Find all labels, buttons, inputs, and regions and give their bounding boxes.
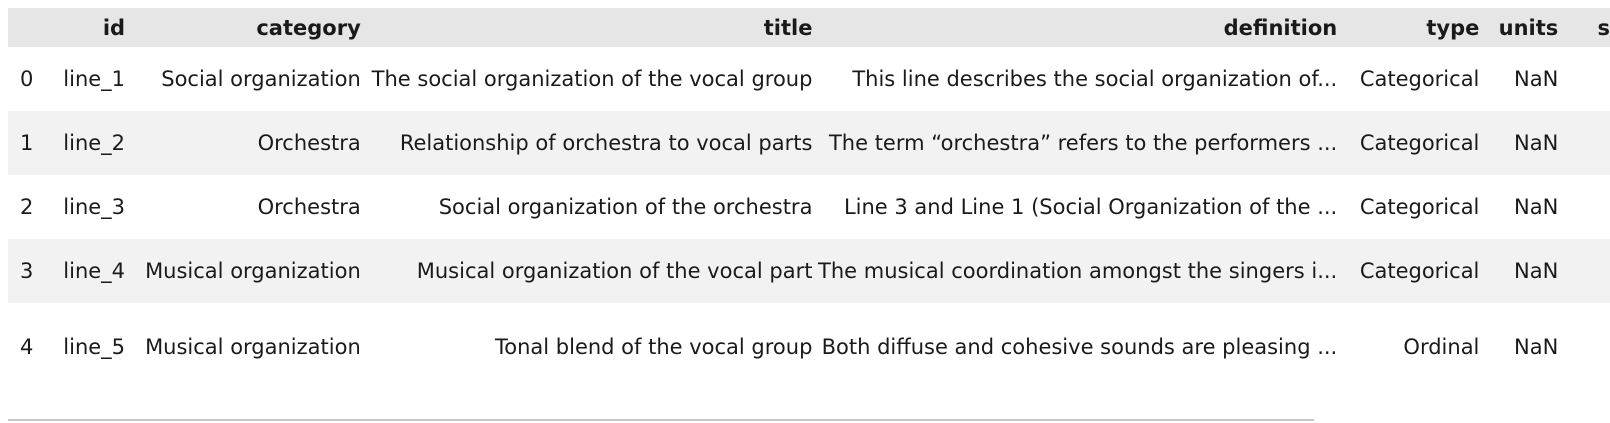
cell-title: Relationship of orchestra to vocal parts [399,131,813,155]
cell-category: Orchestra [257,195,361,219]
cell-title: Tonal blend of the vocal group [494,335,813,359]
cell-truncated [1558,239,1610,303]
cell-units: NaN [1514,335,1559,359]
cell-definition: Both diffuse and cohesive sounds are ple… [821,335,1338,359]
table-row: 1 line_2 Orchestra Relationship of orche… [8,111,1610,175]
cell-id: line_1 [63,67,126,91]
cell-definition: Line 3 and Line 1 (Social Organization o… [843,195,1338,219]
cell-id: line_4 [63,259,126,283]
scrollbar-thumb[interactable] [8,419,1314,421]
table-row: 0 line_1 Social organization The social … [8,47,1610,111]
row-index: 3 [20,259,34,283]
dataframe-table: id category title definition type units … [8,8,1610,391]
cell-title: Social organization of the orchestra [438,195,813,219]
table-row: 4 line_5 Musical organization Tonal blen… [8,303,1610,391]
horizontal-scrollbar[interactable] [0,419,1610,423]
column-header-id: id [102,15,126,40]
column-header-title: title [763,15,813,40]
row-index: 1 [20,131,34,155]
cell-definition: This line describes the social organizat… [852,67,1338,91]
row-index: 2 [20,195,34,219]
cell-title: The social organization of the vocal gro… [371,67,813,91]
cell-truncated [1558,303,1610,391]
cell-definition: The term “orchestra” refers to the perfo… [828,131,1338,155]
cell-id: line_5 [63,335,126,359]
column-header-truncated: s [1597,15,1610,40]
cell-title: Musical organization of the vocal part [416,259,813,283]
cell-type: Categorical [1359,259,1480,283]
cell-definition: The musical coordination amongst the sin… [818,259,1338,283]
table-row: 2 line_3 Orchestra Social organization o… [8,175,1610,239]
cell-category: Musical organization [145,335,361,359]
cell-units: NaN [1514,259,1559,283]
table-row: 3 line_4 Musical organization Musical or… [8,239,1610,303]
cell-type: Categorical [1359,195,1480,219]
index-header [8,8,33,47]
header-row: id category title definition type units … [8,8,1610,47]
column-header-type: type [1426,15,1480,40]
row-index: 4 [20,335,34,359]
cell-truncated [1558,175,1610,239]
cell-category: Social organization [161,67,361,91]
cell-units: NaN [1514,195,1559,219]
cell-truncated [1558,47,1610,111]
cell-type: Ordinal [1403,335,1480,359]
cell-units: NaN [1514,131,1559,155]
column-header-category: category [256,15,361,40]
cell-id: line_3 [63,195,126,219]
row-index: 0 [20,67,34,91]
column-header-definition: definition [1223,15,1338,40]
cell-type: Categorical [1359,131,1480,155]
cell-truncated [1558,111,1610,175]
column-header-units: units [1498,15,1559,40]
cell-type: Categorical [1359,67,1480,91]
cell-units: NaN [1514,67,1559,91]
cell-category: Musical organization [145,259,361,283]
cell-id: line_2 [63,131,126,155]
cell-category: Orchestra [257,131,361,155]
